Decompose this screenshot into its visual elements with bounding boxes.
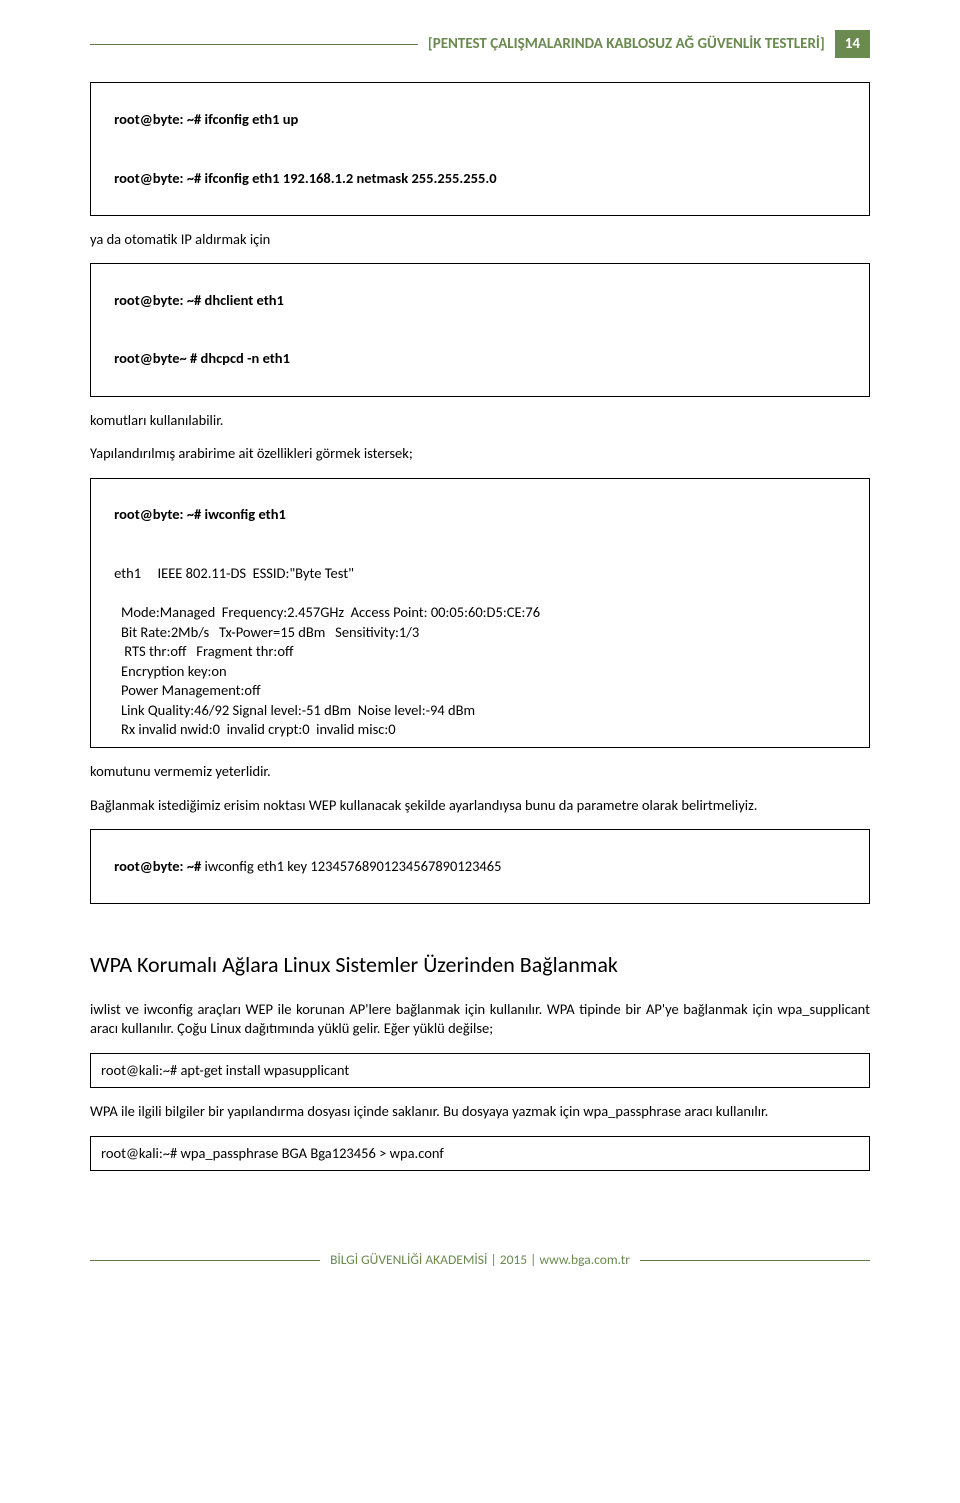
code-output-line: Encryption key:on bbox=[101, 662, 859, 682]
page-number-badge: 14 bbox=[835, 30, 870, 58]
output-text: RTS thr:off Fragment thr:off bbox=[121, 642, 293, 660]
command-text: dhcpcd -n eth1 bbox=[201, 349, 290, 367]
body-text: ya da otomatik IP aldırmak için bbox=[90, 230, 870, 250]
code-line: root@byte: ~# ifconfig eth1 192.168.1.2 … bbox=[101, 149, 859, 208]
prompt: root@byte~ # bbox=[114, 349, 200, 367]
prompt: root@byte: ~# bbox=[114, 110, 204, 128]
code-block-iwconfig: root@byte: ~# iwconfig eth1 eth1 IEEE 80… bbox=[90, 478, 870, 748]
output-text: Power Management:off bbox=[121, 681, 261, 699]
code-output-line: Bit Rate:2Mb/s Tx-Power=15 dBm Sensitivi… bbox=[101, 623, 859, 643]
command-text: ifconfig eth1 192.168.1.2 netmask 255.25… bbox=[205, 169, 497, 187]
body-text: komutunu vermemiz yeterlidir. bbox=[90, 762, 870, 782]
page-footer: BİLGİ GÜVENLİĞİ AKADEMİSİ | 2015 | www.b… bbox=[90, 1251, 870, 1269]
command-text: ifconfig eth1 up bbox=[205, 110, 299, 128]
code-output-line: eth1 IEEE 802.11-DS ESSID:"Byte Test" bbox=[101, 544, 859, 603]
header-title: [PENTEST ÇALIŞMALARINDA KABLOSUZ AĞ GÜVE… bbox=[428, 34, 835, 54]
code-output-line: RTS thr:off Fragment thr:off bbox=[101, 642, 859, 662]
code-line: root@byte: ~# iwconfig eth1 bbox=[101, 486, 859, 545]
body-text: iwlist ve iwconfig araçları WEP ile koru… bbox=[90, 1000, 870, 1039]
iface-name: eth1 bbox=[114, 564, 141, 582]
body-text: WPA ile ilgili bilgiler bir yapılandırma… bbox=[90, 1102, 870, 1122]
output-text: Rx invalid nwid:0 invalid crypt:0 invali… bbox=[121, 720, 396, 738]
code-block-ifconfig: root@byte: ~# ifconfig eth1 up root@byte… bbox=[90, 82, 870, 215]
section-heading-wpa: WPA Korumalı Ağlara Linux Sistemler Üzer… bbox=[90, 950, 870, 980]
code-line: root@kali:~# apt-get install wpasupplica… bbox=[101, 1061, 859, 1081]
output-text: Link Quality:46/92 Signal level:-51 dBm … bbox=[121, 701, 475, 719]
command-text: dhclient eth1 bbox=[205, 291, 284, 309]
output-text: Bit Rate:2Mb/s Tx-Power=15 dBm Sensitivi… bbox=[121, 623, 419, 641]
body-text: komutları kullanılabilir. bbox=[90, 411, 870, 431]
code-line: root@byte: ~# dhclient eth1 bbox=[101, 271, 859, 330]
command-text: iwconfig eth1 key 1234576890123456789012… bbox=[205, 857, 502, 875]
code-block-wpa-passphrase: root@kali:~# wpa_passphrase BGA Bga12345… bbox=[90, 1136, 870, 1172]
page-header: [PENTEST ÇALIŞMALARINDA KABLOSUZ AĞ GÜVE… bbox=[90, 30, 870, 58]
code-line: root@byte: ~# ifconfig eth1 up bbox=[101, 90, 859, 149]
body-text: Bağlanmak istediğimiz erisim noktası WEP… bbox=[90, 796, 870, 816]
code-line: root@byte~ # dhcpcd -n eth1 bbox=[101, 330, 859, 389]
code-block-dhclient: root@byte: ~# dhclient eth1 root@byte~ #… bbox=[90, 263, 870, 396]
code-output-line: Rx invalid nwid:0 invalid crypt:0 invali… bbox=[101, 720, 859, 740]
prompt: root@byte: ~# bbox=[114, 291, 204, 309]
code-block-iwconfig-key: root@byte: ~# iwconfig eth1 key 12345768… bbox=[90, 829, 870, 904]
body-text: Yapılandırılmış arabirime ait özellikler… bbox=[90, 444, 870, 464]
prompt: root@byte: ~# bbox=[114, 169, 204, 187]
footer-text: BİLGİ GÜVENLİĞİ AKADEMİSİ | 2015 | www.b… bbox=[320, 1251, 640, 1269]
code-output-line: Mode:Managed Frequency:2.457GHz Access P… bbox=[101, 603, 859, 623]
prompt: root@byte: ~# bbox=[114, 505, 204, 523]
code-line: root@kali:~# wpa_passphrase BGA Bga12345… bbox=[101, 1144, 859, 1164]
code-output-line: Link Quality:46/92 Signal level:-51 dBm … bbox=[101, 701, 859, 721]
code-output-line: Power Management:off bbox=[101, 681, 859, 701]
command-text: iwconfig eth1 bbox=[205, 505, 286, 523]
output-text: Encryption key:on bbox=[121, 662, 227, 680]
prompt: root@byte: ~# bbox=[114, 857, 204, 875]
output-text: IEEE 802.11-DS ESSID:"Byte Test" bbox=[157, 564, 353, 582]
code-block-aptget: root@kali:~# apt-get install wpasupplica… bbox=[90, 1053, 870, 1089]
output-text: Mode:Managed Frequency:2.457GHz Access P… bbox=[121, 603, 540, 621]
code-line: root@byte: ~# iwconfig eth1 key 12345768… bbox=[101, 837, 859, 896]
